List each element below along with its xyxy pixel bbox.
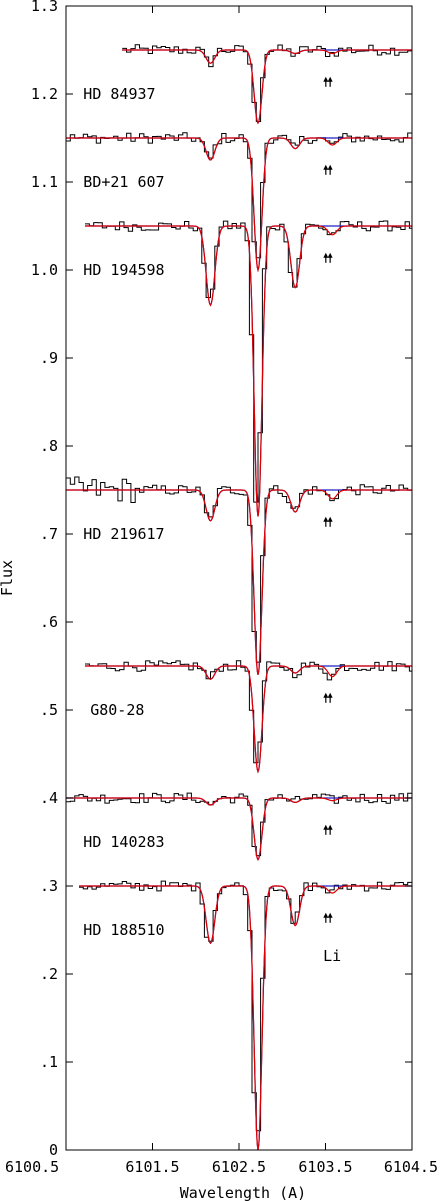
li-arrow-head (327, 252, 333, 258)
spectrum-g80-28 (85, 660, 412, 774)
li-arrow-head (327, 912, 333, 918)
y-tick-label: .3 (40, 877, 58, 895)
spectrum-bd-21-607 (66, 132, 412, 273)
spectra-layer (66, 44, 412, 1151)
li-arrow-head (323, 76, 329, 82)
y-tick-label: .9 (40, 349, 58, 367)
model-li-line (66, 137, 412, 273)
li-line-label: Li (323, 947, 341, 965)
li-arrow-head (323, 516, 329, 522)
y-tick-label: .5 (40, 701, 58, 719)
li-arrow-head (327, 164, 333, 170)
li-arrow-head (323, 824, 329, 830)
y-tick-label: .7 (40, 525, 58, 543)
li-arrow-head (323, 164, 329, 170)
y-tick-label: .6 (40, 613, 58, 631)
y-tick-label: 1.1 (31, 173, 58, 191)
spectrum-hd-140283 (66, 792, 412, 861)
model-noli-line (122, 49, 412, 125)
y-tick-label: 1.3 (31, 0, 58, 15)
li-arrow-head (327, 76, 333, 82)
y-axis-title: Flux (0, 560, 16, 596)
star-label: HD 194598 (83, 261, 164, 279)
li-arrow-head (327, 692, 333, 698)
observed-spectrum (66, 476, 412, 663)
y-tick-label: 1.0 (31, 261, 58, 279)
x-tick-label: 6104.5 (384, 1158, 438, 1176)
li-arrow-markers (323, 76, 333, 923)
li-arrow-head (327, 516, 333, 522)
star-label: G80-28 (90, 701, 144, 719)
model-noli-line (66, 137, 412, 273)
model-li-line (122, 49, 412, 125)
model-li-line (66, 489, 412, 675)
star-label: HD 188510 (83, 921, 164, 939)
li-arrow-head (323, 692, 329, 698)
spectrum-hd-194598 (85, 220, 412, 517)
x-tick-label: 6103.5 (298, 1158, 352, 1176)
y-tick-label: .1 (40, 1053, 58, 1071)
star-label: HD 84937 (83, 85, 155, 103)
model-noli-line (66, 489, 412, 675)
x-tick-label: 6102.5 (212, 1158, 266, 1176)
x-tick-label: 6101.5 (125, 1158, 179, 1176)
observed-spectrum (122, 44, 412, 122)
star-label: HD 140283 (83, 833, 164, 851)
model-li-line (85, 665, 412, 774)
spectrum-hd-219617 (66, 476, 412, 675)
observed-spectrum (85, 660, 412, 764)
x-axis-title: Wavelength (A) (180, 1184, 306, 1201)
model-li-line (85, 225, 412, 517)
star-labels: HD 84937 BD+21 607 HD 194598 HD 219617 G80-2… (83, 85, 164, 939)
li-arrow-head (323, 912, 329, 918)
observed-spectrum (79, 880, 412, 1132)
y-tick-label: 1.2 (31, 85, 58, 103)
axis-ticks: 0 .1 .2 .3 .4 .5 .6 .7 .8 .9 1.0 1.1 1.2 1.3 6100.5 610… (5, 0, 438, 1176)
li-arrow-head (327, 824, 333, 830)
star-label: BD+21 607 (83, 173, 164, 191)
spectrum-hd-188510 (79, 880, 412, 1151)
y-tick-label: 0 (49, 1141, 58, 1159)
model-li-line (79, 885, 412, 1151)
star-label: HD 219617 (83, 525, 164, 543)
observed-spectrum (85, 220, 412, 503)
observed-spectrum (66, 132, 412, 259)
spectrum-hd-84937 (122, 44, 412, 125)
y-tick-label: .8 (40, 437, 58, 455)
y-tick-label: .4 (40, 789, 58, 807)
x-tick-label: 6100.5 (5, 1158, 59, 1176)
li-arrow-head (323, 252, 329, 258)
model-li-line (66, 797, 412, 861)
y-tick-label: .2 (40, 965, 58, 983)
